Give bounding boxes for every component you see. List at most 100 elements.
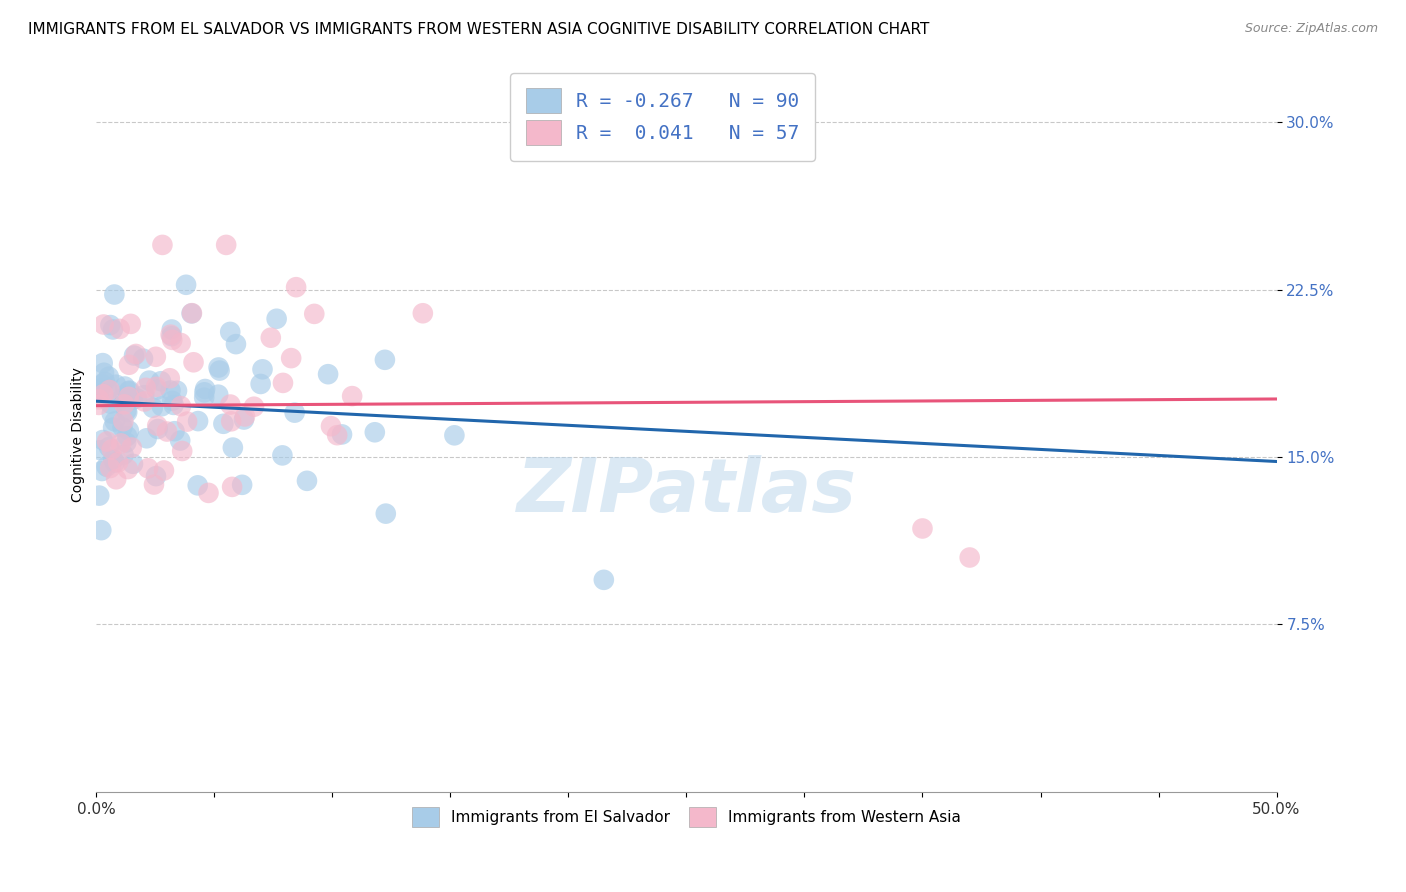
Point <box>183 355 205 369</box>
Point <box>90 377 112 392</box>
Point <box>97 369 120 384</box>
Point <box>143 477 166 491</box>
Point <box>105 377 128 392</box>
Point <box>96 382 118 396</box>
Point <box>170 399 193 413</box>
Point <box>197 486 219 500</box>
Point <box>112 448 135 462</box>
Point <box>134 388 156 402</box>
Point <box>260 331 283 345</box>
Point <box>117 462 139 476</box>
Point <box>212 417 235 431</box>
Point <box>159 327 181 342</box>
Point <box>284 406 307 420</box>
Point <box>374 507 396 521</box>
Point <box>160 329 183 343</box>
Point <box>193 391 215 405</box>
Point <box>114 379 136 393</box>
Point <box>91 387 114 401</box>
Point <box>115 405 138 419</box>
Point <box>330 427 353 442</box>
Point <box>111 420 134 434</box>
Point <box>104 414 127 428</box>
Point <box>122 457 145 471</box>
Point <box>96 459 118 474</box>
Point <box>221 480 243 494</box>
Point <box>174 277 197 292</box>
Point <box>135 431 157 445</box>
Point <box>252 362 274 376</box>
Point <box>162 333 184 347</box>
Point <box>87 392 110 407</box>
Point <box>162 393 184 408</box>
Point <box>121 441 143 455</box>
Point <box>118 384 141 399</box>
Point <box>121 392 143 407</box>
Point <box>122 349 145 363</box>
Text: ZIPatlas: ZIPatlas <box>516 455 856 528</box>
Point <box>271 376 294 390</box>
Point <box>120 317 142 331</box>
Point <box>193 385 215 400</box>
Point <box>103 287 125 301</box>
Point <box>153 463 176 477</box>
Point <box>176 415 198 429</box>
Point <box>114 391 136 405</box>
Point <box>110 392 132 407</box>
Point <box>110 436 132 450</box>
Y-axis label: Cognitive Disability: Cognitive Disability <box>72 368 86 502</box>
Point <box>100 442 122 457</box>
Point <box>87 383 110 397</box>
Point <box>166 384 188 398</box>
Point <box>207 360 229 375</box>
Point <box>169 434 191 448</box>
Point <box>142 401 165 415</box>
Point <box>136 461 159 475</box>
Point <box>145 350 167 364</box>
Point <box>90 464 112 478</box>
Point <box>285 280 308 294</box>
Point <box>89 489 111 503</box>
Point <box>374 352 396 367</box>
Point <box>156 425 179 439</box>
Point <box>138 374 160 388</box>
Point <box>159 371 181 385</box>
Point <box>170 336 193 351</box>
Point <box>219 414 242 428</box>
Point <box>187 414 209 428</box>
Point <box>107 455 129 469</box>
Point <box>219 325 242 339</box>
Point <box>295 474 318 488</box>
Point <box>326 428 349 442</box>
Point <box>98 461 121 475</box>
Point <box>159 384 181 398</box>
Point <box>115 435 138 450</box>
Point <box>592 573 614 587</box>
Point <box>232 412 254 426</box>
Point <box>146 418 169 433</box>
Point <box>101 407 124 421</box>
Point <box>152 238 174 252</box>
Point <box>163 424 186 438</box>
Point <box>160 322 183 336</box>
Point <box>207 387 229 401</box>
Point <box>87 390 110 404</box>
Point <box>96 434 118 449</box>
Point <box>112 414 135 428</box>
Point <box>93 366 115 380</box>
Point <box>115 403 138 417</box>
Point <box>135 381 157 395</box>
Point <box>132 351 155 366</box>
Point <box>304 307 326 321</box>
Point <box>125 347 148 361</box>
Point <box>145 380 167 394</box>
Legend: Immigrants from El Salvador, Immigrants from Western Asia: Immigrants from El Salvador, Immigrants … <box>404 799 969 834</box>
Point <box>87 398 110 412</box>
Point <box>150 399 173 413</box>
Point <box>180 306 202 320</box>
Point <box>249 376 271 391</box>
Point <box>364 425 387 440</box>
Point <box>162 398 184 412</box>
Point <box>316 367 339 381</box>
Point <box>98 383 121 397</box>
